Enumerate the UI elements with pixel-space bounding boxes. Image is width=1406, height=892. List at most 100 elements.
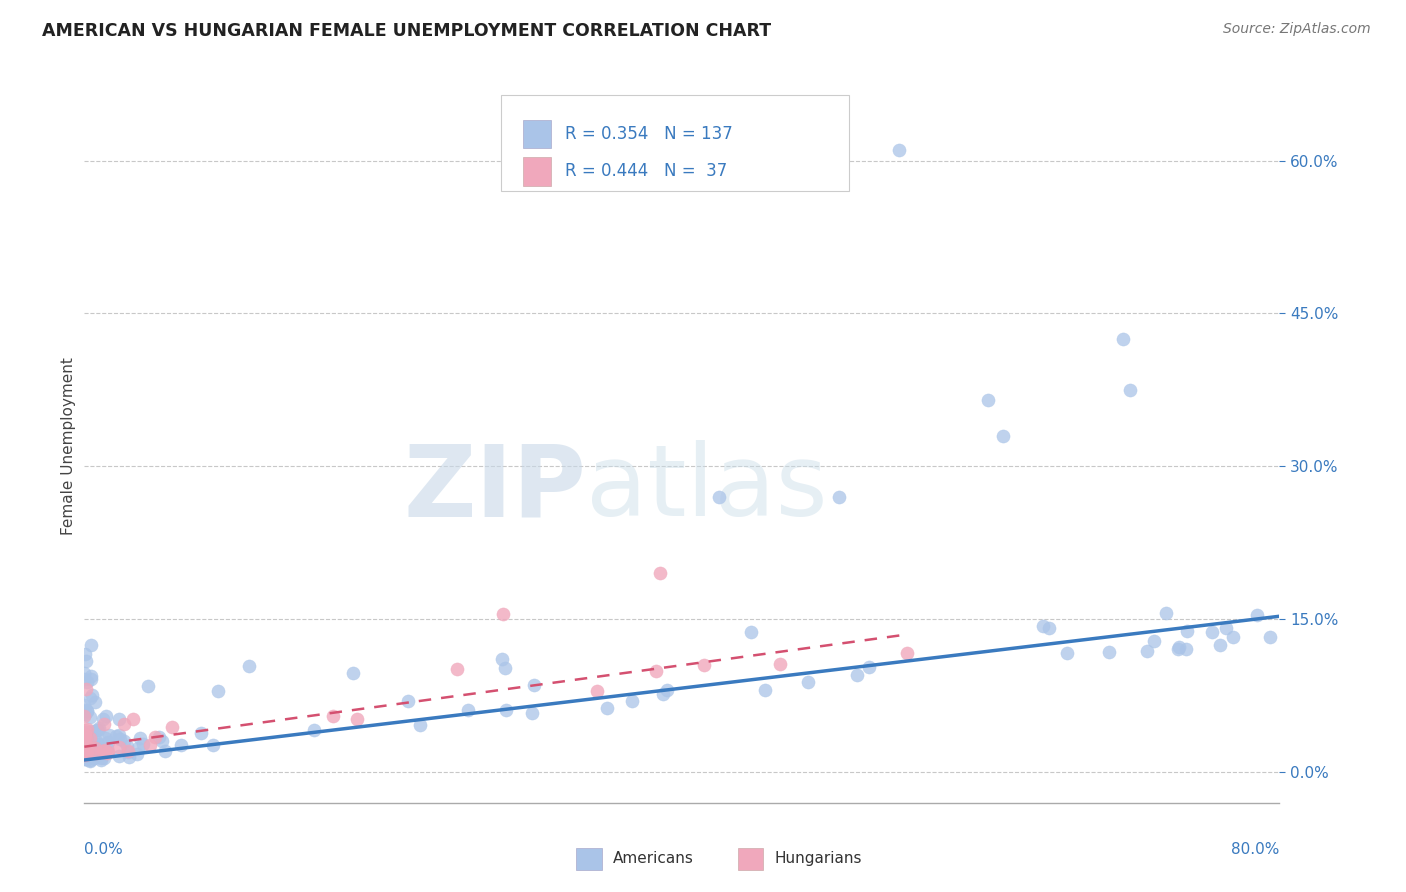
Point xyxy=(87,737,110,751)
Point xyxy=(73,741,96,756)
Point xyxy=(139,738,162,752)
Point xyxy=(112,716,135,731)
Point xyxy=(93,751,115,765)
Point xyxy=(112,733,135,747)
Point xyxy=(82,750,104,764)
Point xyxy=(692,658,714,673)
Point xyxy=(117,745,139,759)
Point xyxy=(80,688,103,702)
Point xyxy=(858,660,880,674)
Point xyxy=(828,490,851,504)
Text: Hungarians: Hungarians xyxy=(775,852,862,866)
Point xyxy=(73,745,96,759)
Point xyxy=(769,657,792,671)
Point xyxy=(1056,646,1078,660)
Point xyxy=(346,712,368,726)
Point xyxy=(79,691,101,706)
Point xyxy=(796,675,818,690)
Point xyxy=(79,709,101,723)
Point xyxy=(1098,645,1121,659)
Point xyxy=(75,725,97,739)
Point xyxy=(73,673,96,687)
Point xyxy=(76,732,98,747)
Point xyxy=(1258,630,1281,644)
Point xyxy=(82,738,104,752)
Point xyxy=(129,731,152,745)
Point xyxy=(75,739,97,753)
Point xyxy=(93,716,115,731)
Point xyxy=(75,730,97,744)
Point xyxy=(73,647,96,661)
Point xyxy=(621,694,644,708)
Point xyxy=(1154,606,1177,620)
Point xyxy=(596,700,619,714)
Text: R = 0.354   N = 137: R = 0.354 N = 137 xyxy=(565,125,733,143)
Point xyxy=(645,664,668,678)
Point xyxy=(79,753,101,767)
Text: ZIP: ZIP xyxy=(404,441,586,537)
Point xyxy=(83,750,105,764)
Point xyxy=(80,735,103,749)
Point xyxy=(709,490,731,504)
Point xyxy=(131,737,153,751)
Point xyxy=(87,723,110,737)
Point xyxy=(238,658,260,673)
Point xyxy=(648,566,671,581)
Point xyxy=(76,747,98,761)
Point xyxy=(740,625,762,640)
Point xyxy=(97,735,120,749)
Point xyxy=(977,393,1000,408)
Point xyxy=(845,668,868,682)
Point xyxy=(76,704,98,718)
Point xyxy=(73,736,96,750)
Point xyxy=(86,735,108,749)
Point xyxy=(84,746,107,760)
Point xyxy=(153,744,176,758)
Point xyxy=(754,683,776,698)
Point xyxy=(108,749,131,764)
Point xyxy=(1038,621,1060,635)
Point xyxy=(73,666,96,681)
Point xyxy=(94,709,117,723)
Point xyxy=(520,706,543,720)
Point xyxy=(76,750,98,764)
Point xyxy=(117,744,139,758)
Point xyxy=(82,747,104,761)
Point xyxy=(75,654,97,668)
Point xyxy=(89,746,111,760)
Point xyxy=(1143,633,1166,648)
Point xyxy=(80,723,103,738)
Point xyxy=(75,752,97,766)
Point xyxy=(896,646,918,660)
Point xyxy=(150,733,173,747)
Point xyxy=(91,744,114,758)
Point xyxy=(342,666,364,681)
Point xyxy=(207,684,229,698)
Point xyxy=(107,739,129,754)
Point xyxy=(75,742,97,756)
Point xyxy=(75,728,97,742)
Point xyxy=(83,750,105,764)
Point xyxy=(80,669,103,683)
Point xyxy=(1136,644,1159,658)
Point xyxy=(1032,619,1054,633)
Point xyxy=(79,673,101,687)
Point xyxy=(91,712,114,726)
Point xyxy=(73,742,96,756)
Point xyxy=(75,682,97,697)
Point xyxy=(652,688,675,702)
Point xyxy=(1246,607,1268,622)
Point xyxy=(84,694,107,708)
Point xyxy=(104,730,127,744)
Point xyxy=(1111,332,1133,346)
Point xyxy=(75,731,97,746)
Point xyxy=(73,739,96,754)
Point xyxy=(887,144,910,158)
Point xyxy=(398,694,420,708)
Point xyxy=(80,726,103,740)
Point xyxy=(115,739,138,753)
Point xyxy=(586,683,609,698)
Point xyxy=(1201,625,1223,640)
Point xyxy=(73,748,96,763)
Point xyxy=(79,731,101,745)
